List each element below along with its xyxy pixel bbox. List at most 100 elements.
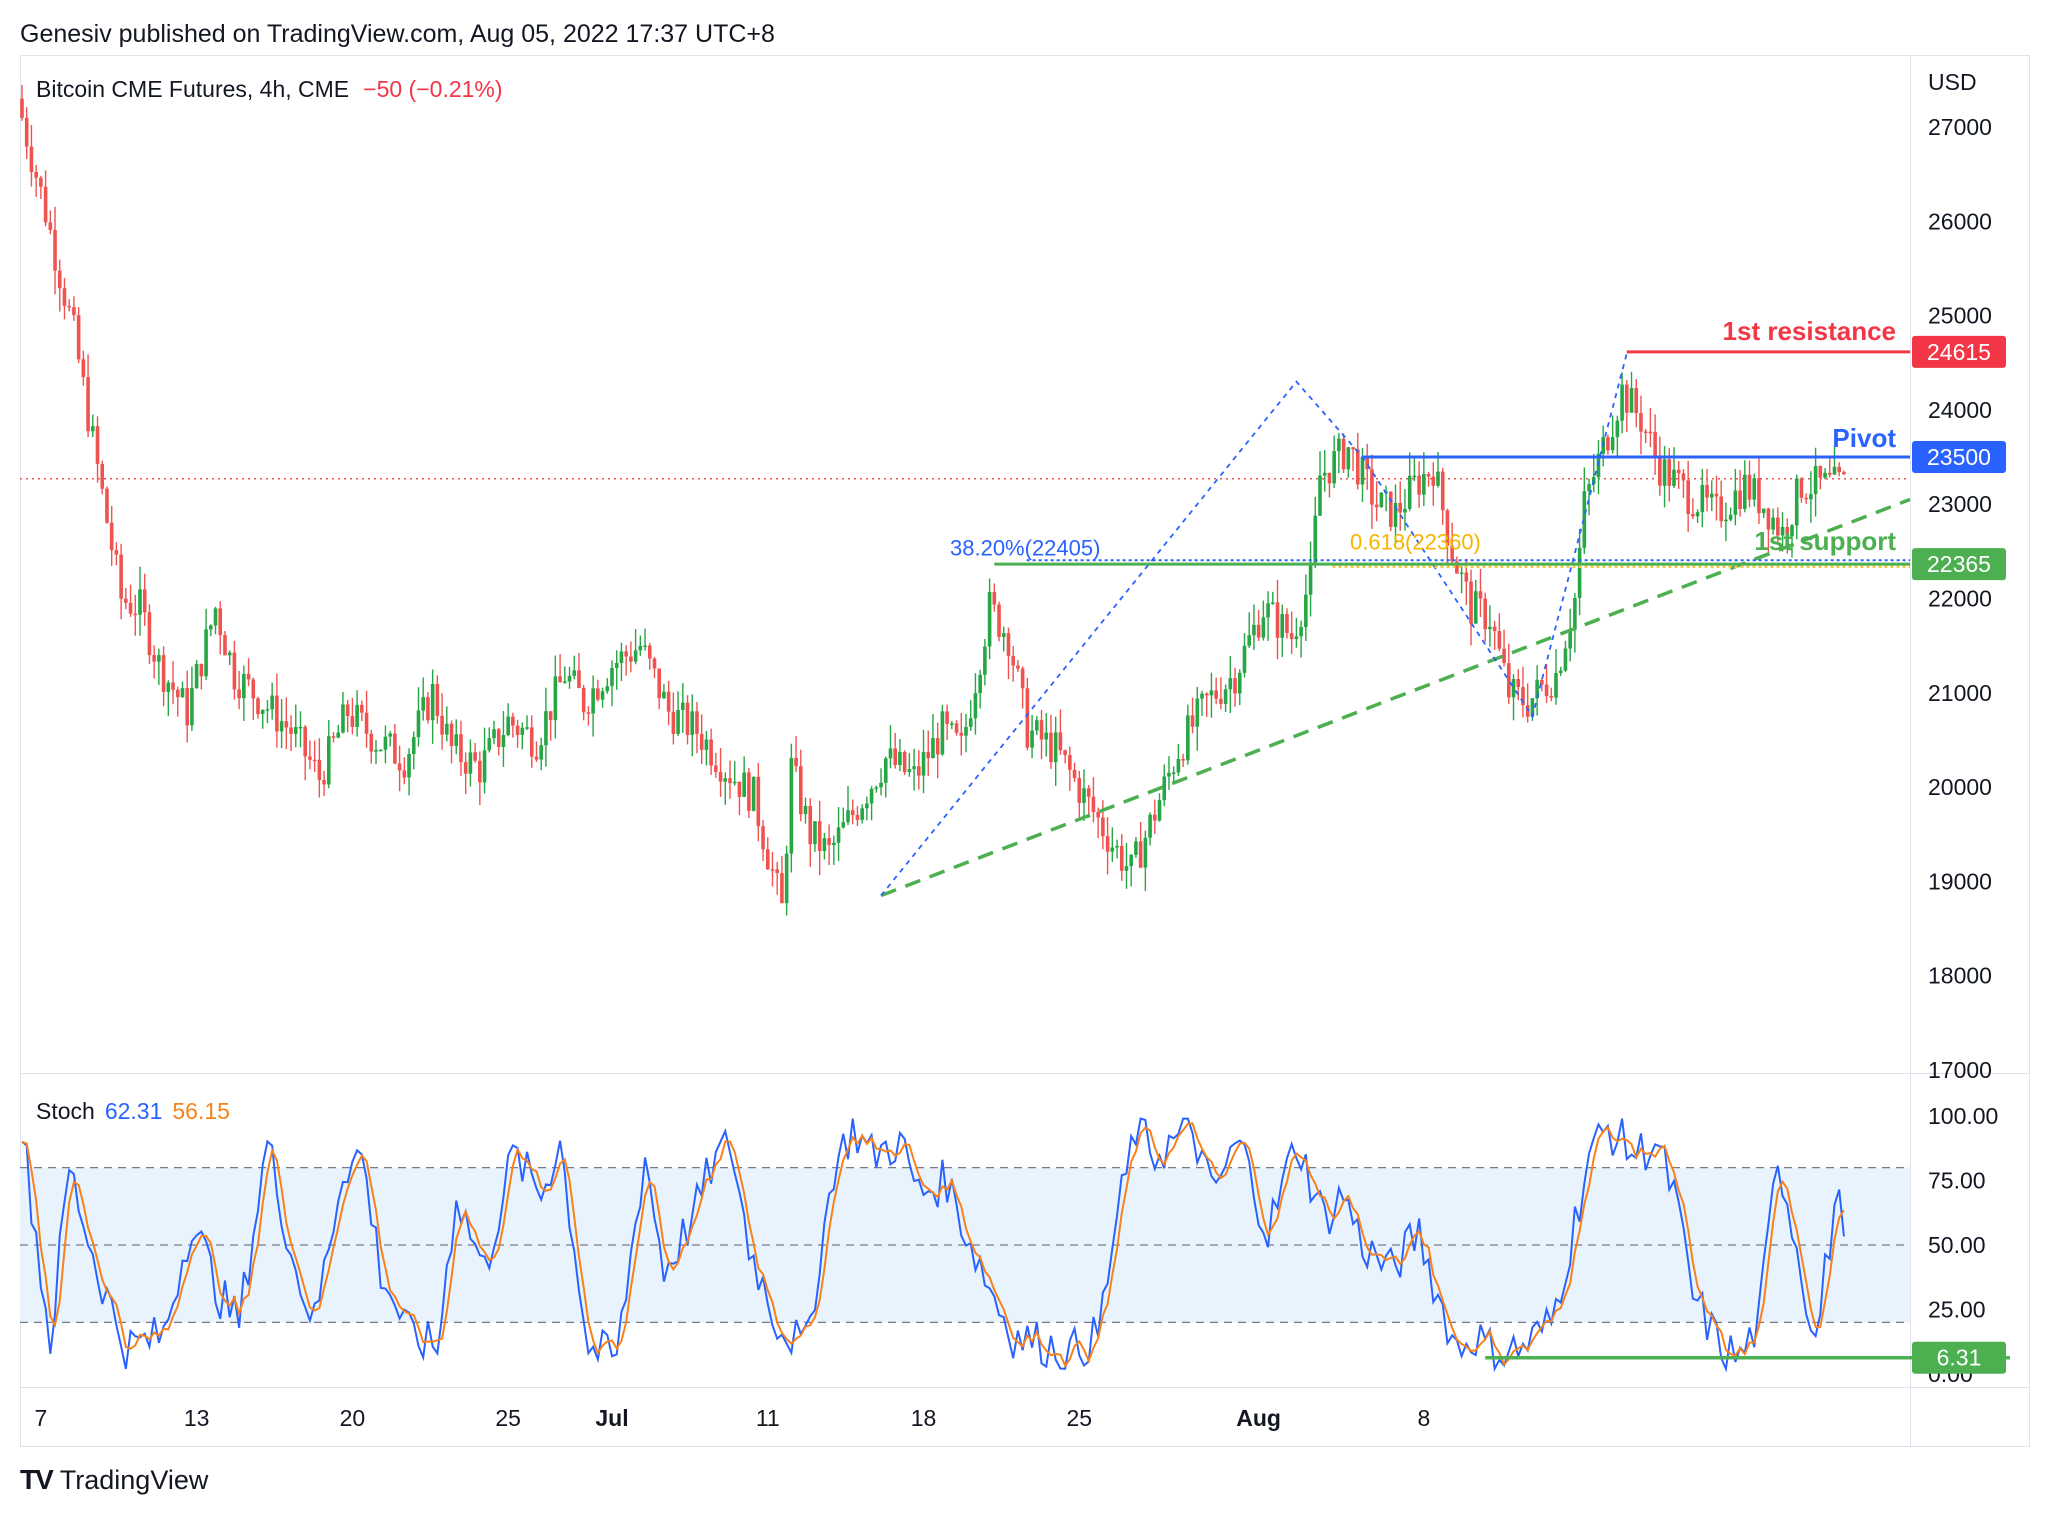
symbol-name: Bitcoin CME Futures, 4h, CME [36, 76, 350, 102]
candle-body [898, 752, 902, 766]
candle-body [945, 711, 949, 724]
price-axis-tick: 20000 [1928, 774, 1992, 800]
candle-body [1016, 665, 1020, 669]
candle-body [714, 765, 718, 772]
candle-body [86, 377, 90, 432]
candle-body [53, 229, 57, 271]
time-axis-tick: 13 [184, 1405, 210, 1431]
candle-body [1558, 670, 1563, 674]
candle-body [775, 869, 779, 874]
candle-body [577, 670, 581, 688]
candle-body [48, 222, 53, 230]
candle-body [690, 711, 695, 735]
candle-body [1469, 581, 1473, 624]
candle-body [1568, 629, 1572, 649]
candle-body [459, 734, 463, 763]
pane-separator[interactable] [20, 1073, 2030, 1074]
candle-body [180, 688, 185, 698]
candle-body [1450, 545, 1454, 562]
candle-body [29, 146, 34, 172]
candle-body [218, 608, 223, 636]
candle-body [1049, 732, 1053, 763]
tradingview-brand: TradingView [59, 1464, 209, 1495]
candle-body [369, 733, 374, 752]
candle-body [1686, 480, 1690, 514]
time-axis-tick: Jul [595, 1405, 628, 1431]
candle-body [114, 550, 119, 555]
candle-body [293, 726, 298, 734]
candle-body [803, 805, 808, 815]
candle-body [67, 305, 71, 308]
candle-body [1629, 388, 1634, 413]
candle-body [1615, 420, 1620, 438]
candle-body [204, 629, 208, 677]
candle-body [388, 733, 392, 737]
candle-body [784, 853, 789, 904]
candle-body [119, 554, 123, 599]
candle-body [1011, 655, 1015, 666]
candle-body [888, 748, 893, 759]
candle-body [209, 625, 213, 630]
candle-body [1738, 490, 1742, 509]
candle-body [1426, 473, 1431, 477]
candle-body [520, 727, 525, 735]
candle-body [553, 676, 558, 721]
time-axis-tick: 8 [1417, 1405, 1430, 1431]
candle-body [1809, 494, 1813, 500]
price-axis-tick: 22000 [1928, 586, 1992, 612]
candle-body [34, 171, 38, 178]
candle-body [1771, 517, 1775, 530]
stoch-axis-tick: 50.00 [1928, 1232, 1986, 1258]
candle-body [327, 736, 331, 785]
candle-body [223, 635, 227, 656]
candle-body [685, 702, 690, 735]
candle-body [72, 307, 76, 316]
stoch-d-line [21, 1122, 1845, 1368]
tradingview-logo-icon: TV [20, 1464, 54, 1495]
candle-body [850, 810, 855, 816]
symbol-legend[interactable]: Bitcoin CME Futures, 4h, CME −50 (−0.21%) [36, 76, 503, 103]
candle-body [355, 704, 359, 727]
candle-body [860, 808, 864, 820]
candle-body [501, 735, 506, 747]
stoch-legend[interactable]: Stoch 62.31 56.15 [36, 1098, 230, 1125]
candle-body [1379, 492, 1384, 508]
candle-body [1743, 474, 1747, 509]
candle-body [1554, 673, 1558, 698]
candle-body [449, 723, 454, 746]
stoch-k-value: 62.31 [104, 1098, 163, 1124]
candle-body [1110, 847, 1115, 852]
candle-body [1200, 693, 1204, 699]
tradingview-footer[interactable]: TV TradingView [20, 1464, 208, 1496]
candle-body [1134, 841, 1138, 855]
candle-body [1483, 598, 1487, 630]
candle-body [1639, 413, 1643, 432]
candle-body [846, 810, 850, 823]
support-label: 1st support [1754, 526, 1896, 556]
candle-body [1124, 866, 1129, 871]
candle-body [1214, 690, 1218, 699]
candle-body [506, 716, 510, 736]
stoch-axis-tick: 75.00 [1928, 1168, 1986, 1194]
candle-body [1374, 504, 1379, 508]
candle-body [1044, 732, 1049, 740]
candle-body [987, 592, 992, 647]
candle-body [1389, 491, 1393, 527]
candle-body [1195, 698, 1200, 727]
candle-body [1577, 547, 1582, 598]
candle-body [1233, 678, 1237, 694]
candle-body [751, 776, 756, 811]
candle-body [1709, 493, 1714, 498]
candle-body [1322, 472, 1327, 476]
candle-body [62, 288, 67, 306]
price-axis-tick: 21000 [1928, 680, 1992, 706]
price-change: −50 (−0.21%) [363, 76, 503, 102]
candle-body [487, 738, 492, 751]
candle-body [1327, 472, 1332, 484]
candle-body [586, 712, 591, 714]
candle-body [600, 691, 605, 700]
candle-body [374, 749, 378, 752]
candle-body [1436, 471, 1440, 486]
resistance-label: 1st resistance [1723, 316, 1896, 346]
